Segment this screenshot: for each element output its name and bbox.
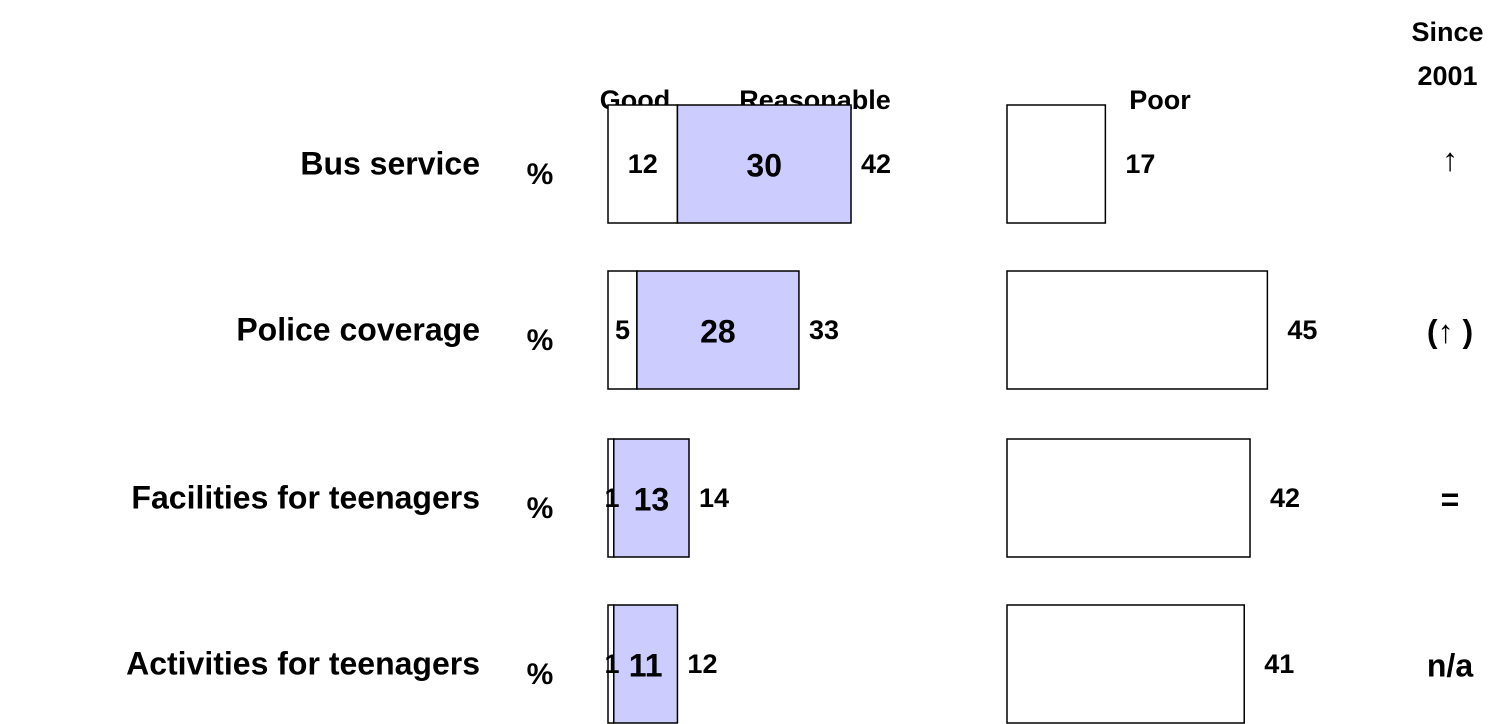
value-label: 11 xyxy=(629,647,663,683)
trend-label: (↑ ) xyxy=(1427,313,1473,349)
bar xyxy=(607,104,679,224)
category-label: Police coverage xyxy=(236,311,480,347)
trend-header: Since 2001 xyxy=(1411,17,1484,91)
bar xyxy=(1006,438,1251,558)
bar xyxy=(676,104,852,224)
value-label: 42 xyxy=(1270,483,1300,513)
unit-label: % xyxy=(527,492,554,525)
value-label: 12 xyxy=(628,149,658,179)
category-label: Facilities for teenagers xyxy=(131,479,480,515)
value-label: 13 xyxy=(634,481,670,517)
unit-label: % xyxy=(527,324,554,357)
unit-label: % xyxy=(527,158,554,191)
total-label: 42 xyxy=(861,149,891,179)
value-label: 1 xyxy=(604,483,619,513)
value-label: 41 xyxy=(1264,649,1294,679)
trend-label: ↑ xyxy=(1442,141,1458,177)
value-label: 1 xyxy=(604,649,619,679)
total-label: 12 xyxy=(687,649,717,679)
bar xyxy=(613,604,679,724)
trend-label: = xyxy=(1441,481,1460,517)
bar xyxy=(1006,270,1269,390)
bar xyxy=(1006,604,1245,724)
total-label: 33 xyxy=(809,315,839,345)
value-label: 17 xyxy=(1125,149,1155,179)
bar xyxy=(636,270,800,390)
total-label: 14 xyxy=(699,483,729,513)
bar xyxy=(1006,104,1107,224)
bar xyxy=(613,438,690,558)
category-label: Activities for teenagers xyxy=(126,645,480,681)
trend-label: n/a xyxy=(1427,647,1473,683)
unit-label: % xyxy=(527,658,554,691)
value-label: 5 xyxy=(615,315,630,345)
value-label: 28 xyxy=(700,313,736,349)
value-label: 45 xyxy=(1287,315,1317,345)
value-label: 30 xyxy=(746,147,782,183)
legend-label: Poor xyxy=(1129,85,1191,115)
category-label: Bus service xyxy=(300,145,480,181)
